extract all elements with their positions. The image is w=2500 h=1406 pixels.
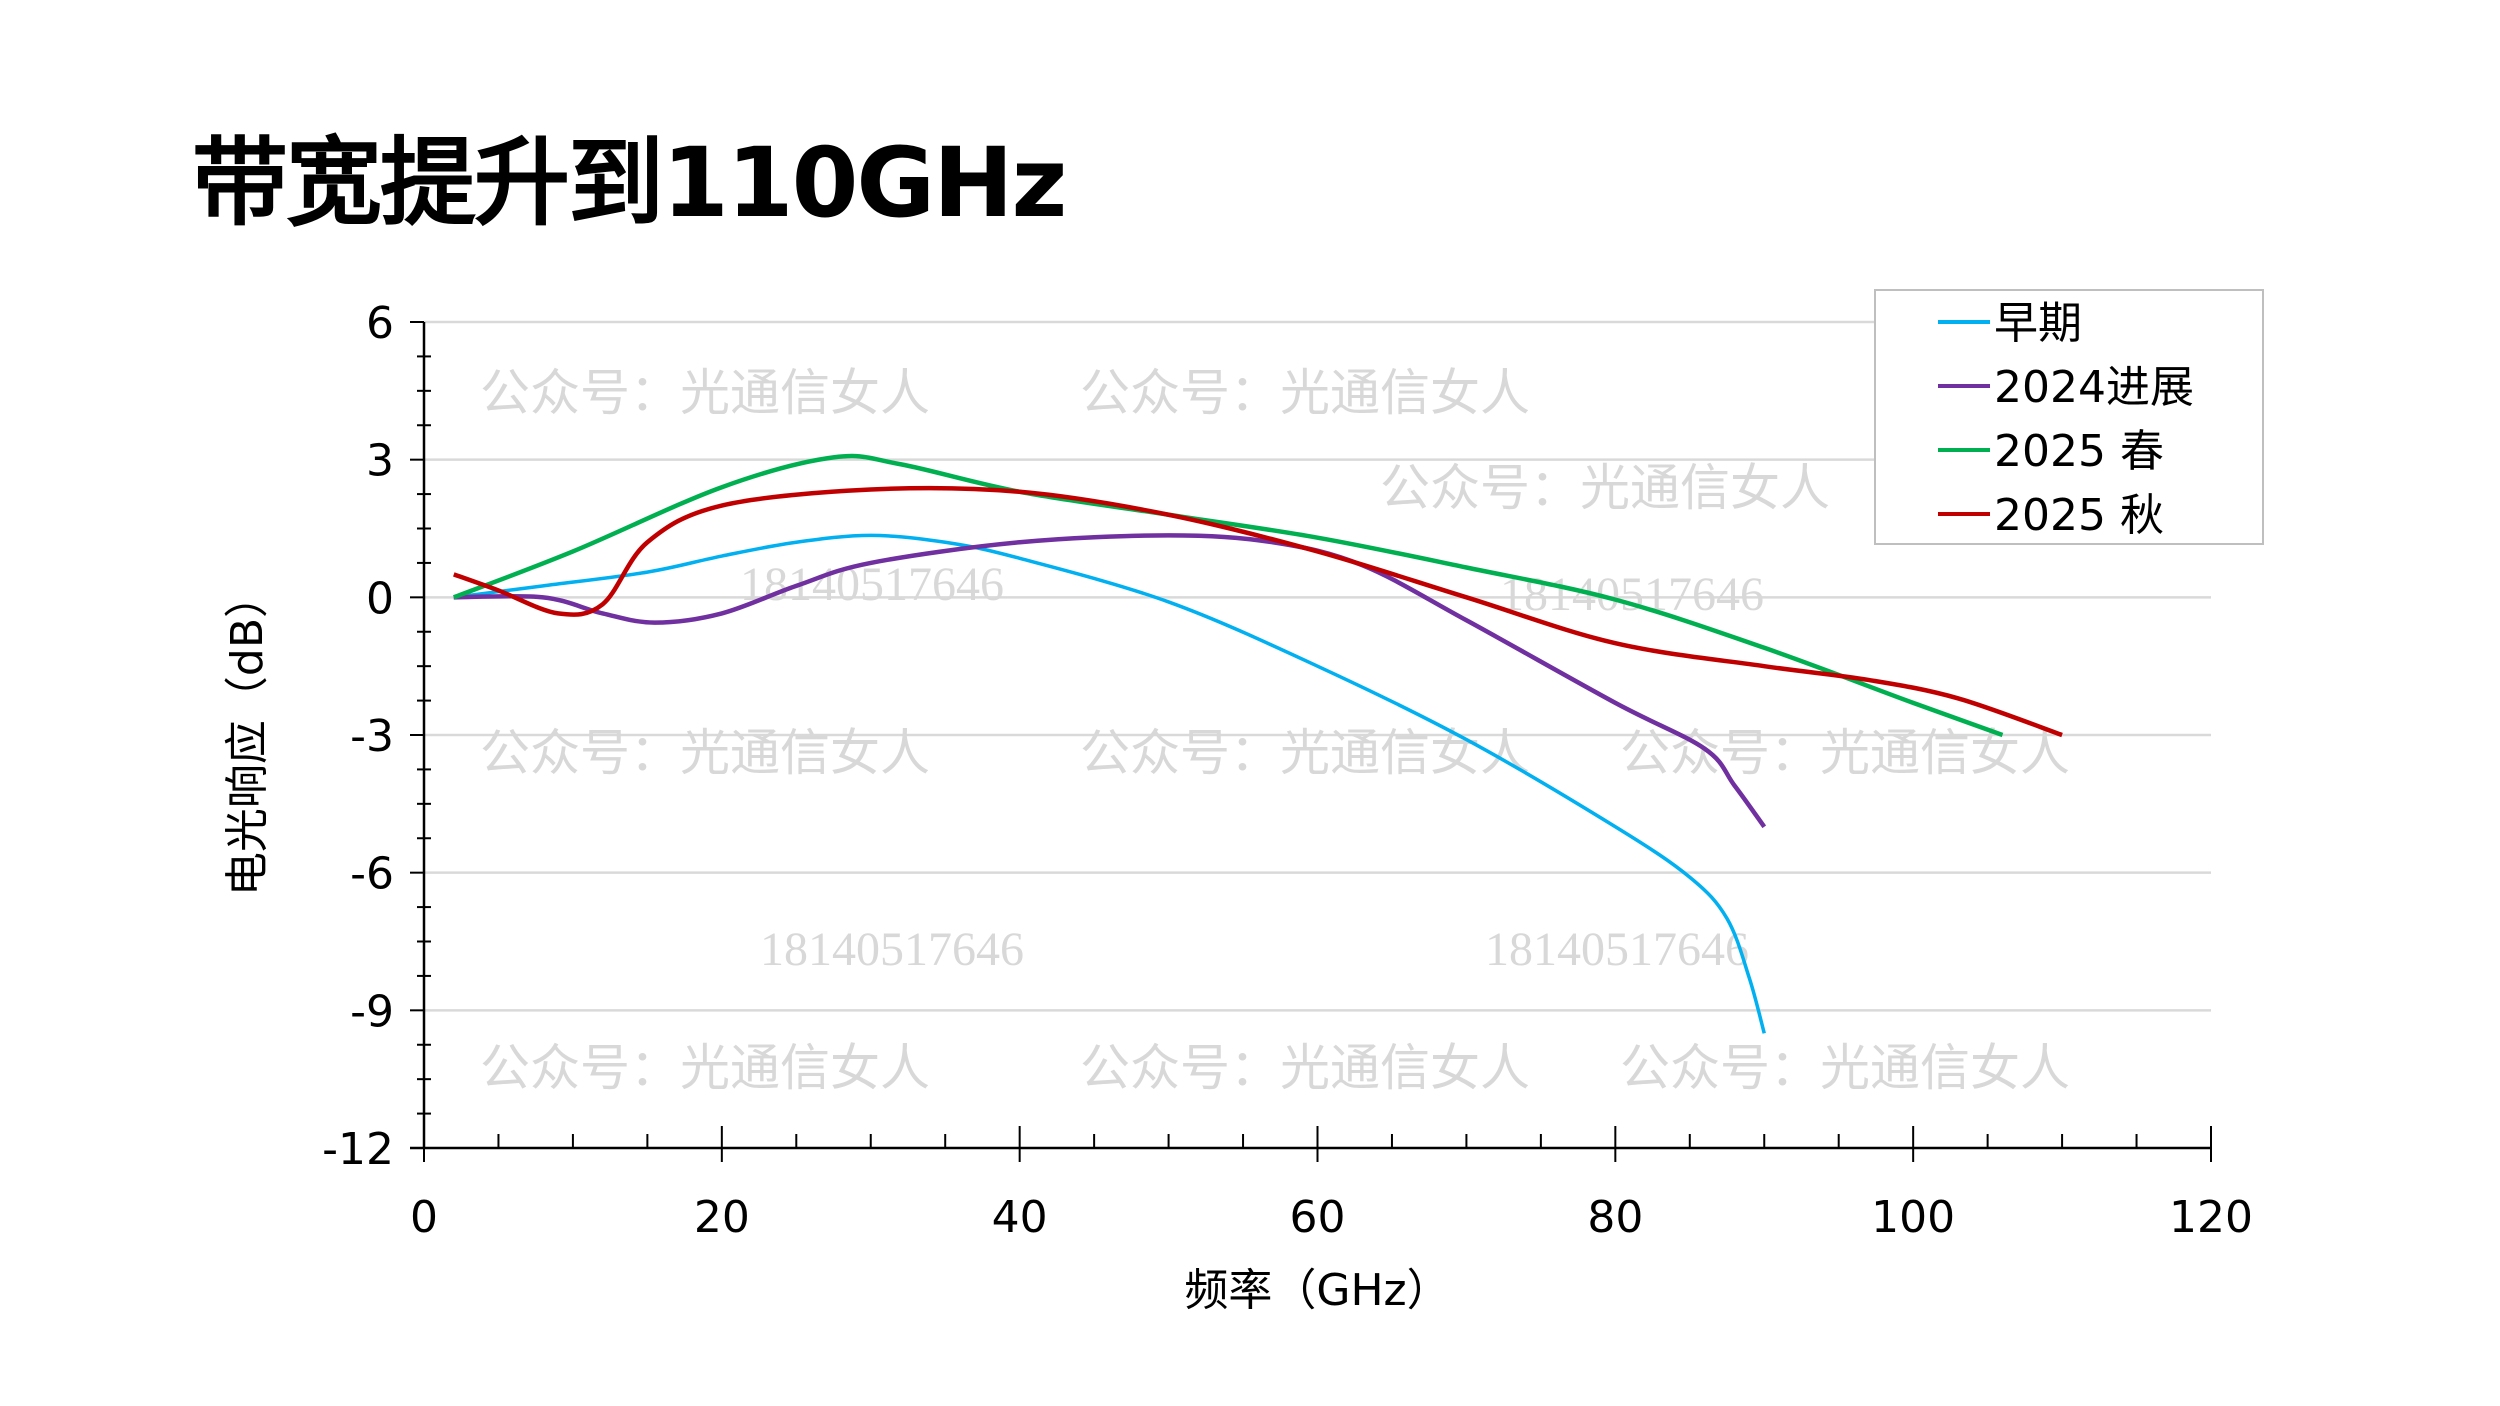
y-tick-label: 0 bbox=[366, 573, 394, 624]
watermark-account: 公众号：光通信女人 bbox=[1080, 724, 1530, 782]
x-tick-label: 0 bbox=[410, 1192, 438, 1243]
watermark-phone: 18140517646 bbox=[760, 923, 1024, 976]
watermark-account: 公众号：光通信女人 bbox=[1620, 1039, 2070, 1097]
legend-label: 早期 bbox=[1994, 298, 2082, 349]
y-tick-label: -9 bbox=[350, 986, 394, 1037]
x-axis-label: 频率（GHz） bbox=[1184, 1265, 1450, 1316]
watermark-account: 公众号：光通信女人 bbox=[480, 1039, 930, 1097]
x-tick-label: 80 bbox=[1587, 1192, 1643, 1243]
legend-label: 2025 秋 bbox=[1994, 490, 2164, 541]
y-tick-label: 3 bbox=[366, 436, 394, 487]
y-tick-label: 6 bbox=[366, 298, 394, 349]
legend-box bbox=[1874, 289, 2264, 545]
x-tick-label: 20 bbox=[694, 1192, 750, 1243]
x-tick-label: 40 bbox=[992, 1192, 1048, 1243]
watermark-phone: 18140517646 bbox=[740, 558, 1004, 611]
legend-label: 2025 春 bbox=[1994, 426, 2164, 477]
watermark-account: 公众号：光通信女人 bbox=[480, 724, 930, 782]
y-tick-label: -3 bbox=[350, 711, 394, 762]
watermark-account: 公众号：光通信女人 bbox=[1080, 364, 1530, 422]
series-line-3 bbox=[453, 485, 2063, 738]
y-axis-label: 电光响应（dB） bbox=[222, 574, 273, 896]
watermark-account: 公众号：光通信女人 bbox=[480, 364, 930, 422]
legend-label: 2024进展 bbox=[1994, 362, 2194, 413]
y-tick-label: -12 bbox=[322, 1124, 394, 1175]
chart-title: 带宽提升到110GHz bbox=[192, 127, 1067, 239]
x-tick-label: 120 bbox=[2169, 1192, 2253, 1243]
x-tick-label: 60 bbox=[1290, 1192, 1346, 1243]
watermark-account: 公众号：光通信女人 bbox=[1380, 459, 1830, 517]
series-line-1 bbox=[453, 533, 1767, 829]
series-line-0 bbox=[453, 533, 1766, 1034]
watermark-account: 公众号：光通信女人 bbox=[1080, 1039, 1530, 1097]
watermark-phone: 18140517646 bbox=[1485, 923, 1749, 976]
x-tick-label: 100 bbox=[1871, 1192, 1955, 1243]
y-tick-label: -6 bbox=[350, 849, 394, 900]
watermark-phone: 18140517646 bbox=[1500, 568, 1764, 621]
